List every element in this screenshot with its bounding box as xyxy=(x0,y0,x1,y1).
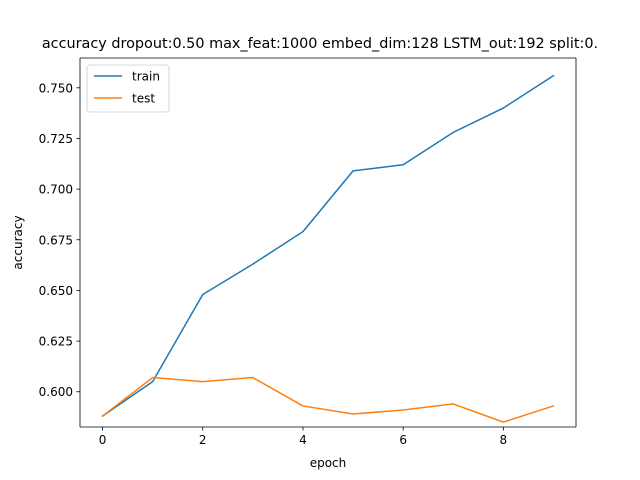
x-tick-label: 4 xyxy=(299,433,307,447)
series-test xyxy=(101,376,555,423)
series-layer xyxy=(101,74,555,423)
y-tick-label: 0.650 xyxy=(39,284,73,298)
legend-label-train: train xyxy=(132,70,160,84)
y-tick-label: 0.625 xyxy=(39,335,73,349)
x-tick-label: 0 xyxy=(99,433,107,447)
x-axis-label: epoch xyxy=(310,456,347,470)
y-tick-label: 0.675 xyxy=(39,233,73,247)
x-tick-label: 8 xyxy=(500,433,508,447)
legend-label-test: test xyxy=(132,92,155,106)
series-train xyxy=(101,74,555,418)
y-tick-label: 0.600 xyxy=(39,385,73,399)
y-tick-label: 0.700 xyxy=(39,183,73,197)
series-line-train xyxy=(101,74,555,418)
y-axis-label: accuracy xyxy=(11,215,25,269)
x-tick-label: 6 xyxy=(399,433,407,447)
y-tick-label: 0.750 xyxy=(39,81,73,95)
series-line-test xyxy=(101,376,555,423)
chart-title: accuracy dropout:0.50 max_feat:1000 embe… xyxy=(42,36,598,52)
plot-area xyxy=(80,58,576,427)
y-tick-label: 0.725 xyxy=(39,132,73,146)
legend: train test xyxy=(86,64,170,113)
x-tick-label: 2 xyxy=(199,433,207,447)
axes-layer: 0 2 4 6 8 0.600 0.625 0.650 0.675 0.700 0.725 0.750 xyxy=(39,57,577,447)
